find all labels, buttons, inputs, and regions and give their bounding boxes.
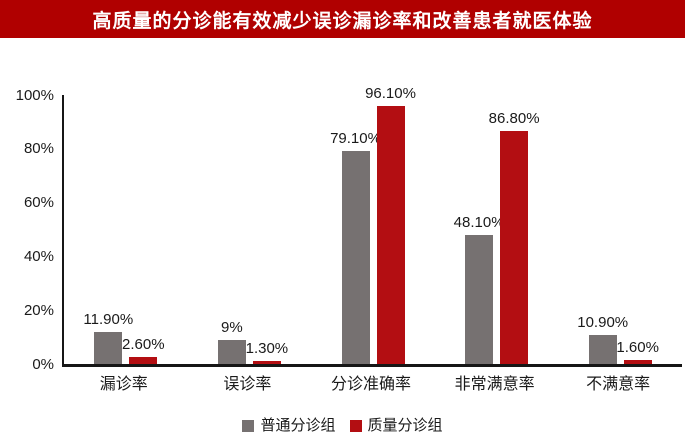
x-category-label: 漏诊率 (99, 376, 148, 393)
x-category-label: 误诊率 (223, 376, 272, 393)
y-tick-label: 100% (15, 86, 54, 104)
chart-bar-质量分诊组-不满意率 (623, 359, 652, 364)
page-title: 高质量的分诊能有效减少误诊漏诊率和改善患者就医体验 (92, 10, 593, 32)
x-axis-labels: 漏诊率 误诊率 分诊准确率 非常满意率 不满意率 (62, 374, 680, 396)
bar-value-label: 96.10% (365, 84, 416, 102)
chart-bar-质量分诊组-分诊准确率 (376, 105, 405, 364)
chart-legend: 普通分诊组 质量分诊组 (0, 415, 685, 437)
legend-item: 普通分诊组 (242, 417, 336, 435)
plot-area: 11.90% 2.60% 9% 1.30% 79.10% 96.10% 48.10% 86.8… (62, 85, 682, 367)
x-category-label: 非常满意率 (454, 376, 535, 393)
bar-value-label: 1.30% (245, 339, 289, 357)
chart-bar-普通分诊组-误诊率 (217, 339, 246, 364)
chart-bar-质量分诊组-漏诊率 (129, 357, 158, 364)
chart-bar-普通分诊组-非常满意率 (465, 234, 494, 364)
chart-bar-普通分诊组-漏诊率 (94, 332, 123, 364)
legend-swatch (349, 420, 362, 432)
chart-bar-普通分诊组-分诊准确率 (341, 151, 370, 364)
legend-swatch (242, 420, 255, 432)
y-axis-labels: 100% 80% 60% 40% 20% 0% (0, 87, 54, 373)
y-tick-label: 20% (23, 301, 54, 319)
bar-value-label: 2.60% (122, 336, 165, 353)
chart-bar-质量分诊组-误诊率 (252, 360, 281, 364)
chart-bar-普通分诊组-不满意率 (588, 334, 617, 364)
x-category-label: 分诊准确率 (330, 376, 411, 393)
legend-item: 质量分诊组 (349, 417, 443, 435)
y-tick-label: 40% (23, 247, 54, 265)
chart-bar-质量分诊组-非常满意率 (500, 130, 529, 364)
bar-value-label: 86.80% (488, 109, 540, 127)
y-tick-label: 80% (23, 140, 54, 158)
title-banner: 高质量的分诊能有效减少误诊漏诊率和改善患者就医体验 (0, 0, 685, 38)
bar-value-label: 79.10% (330, 130, 381, 148)
bar-value-label: 48.10% (453, 213, 505, 231)
legend-label: 普通分诊组 (260, 417, 336, 434)
y-tick-label: 60% (23, 194, 54, 212)
bar-value-label: 1.60% (616, 338, 659, 356)
bar-value-label: 9% (221, 318, 243, 336)
y-tick-label: 0% (32, 355, 54, 373)
legend-label: 质量分诊组 (367, 417, 443, 434)
x-category-label: 不满意率 (586, 376, 651, 393)
bar-value-label: 11.90% (83, 311, 134, 328)
bar-value-label: 10.90% (577, 313, 629, 331)
